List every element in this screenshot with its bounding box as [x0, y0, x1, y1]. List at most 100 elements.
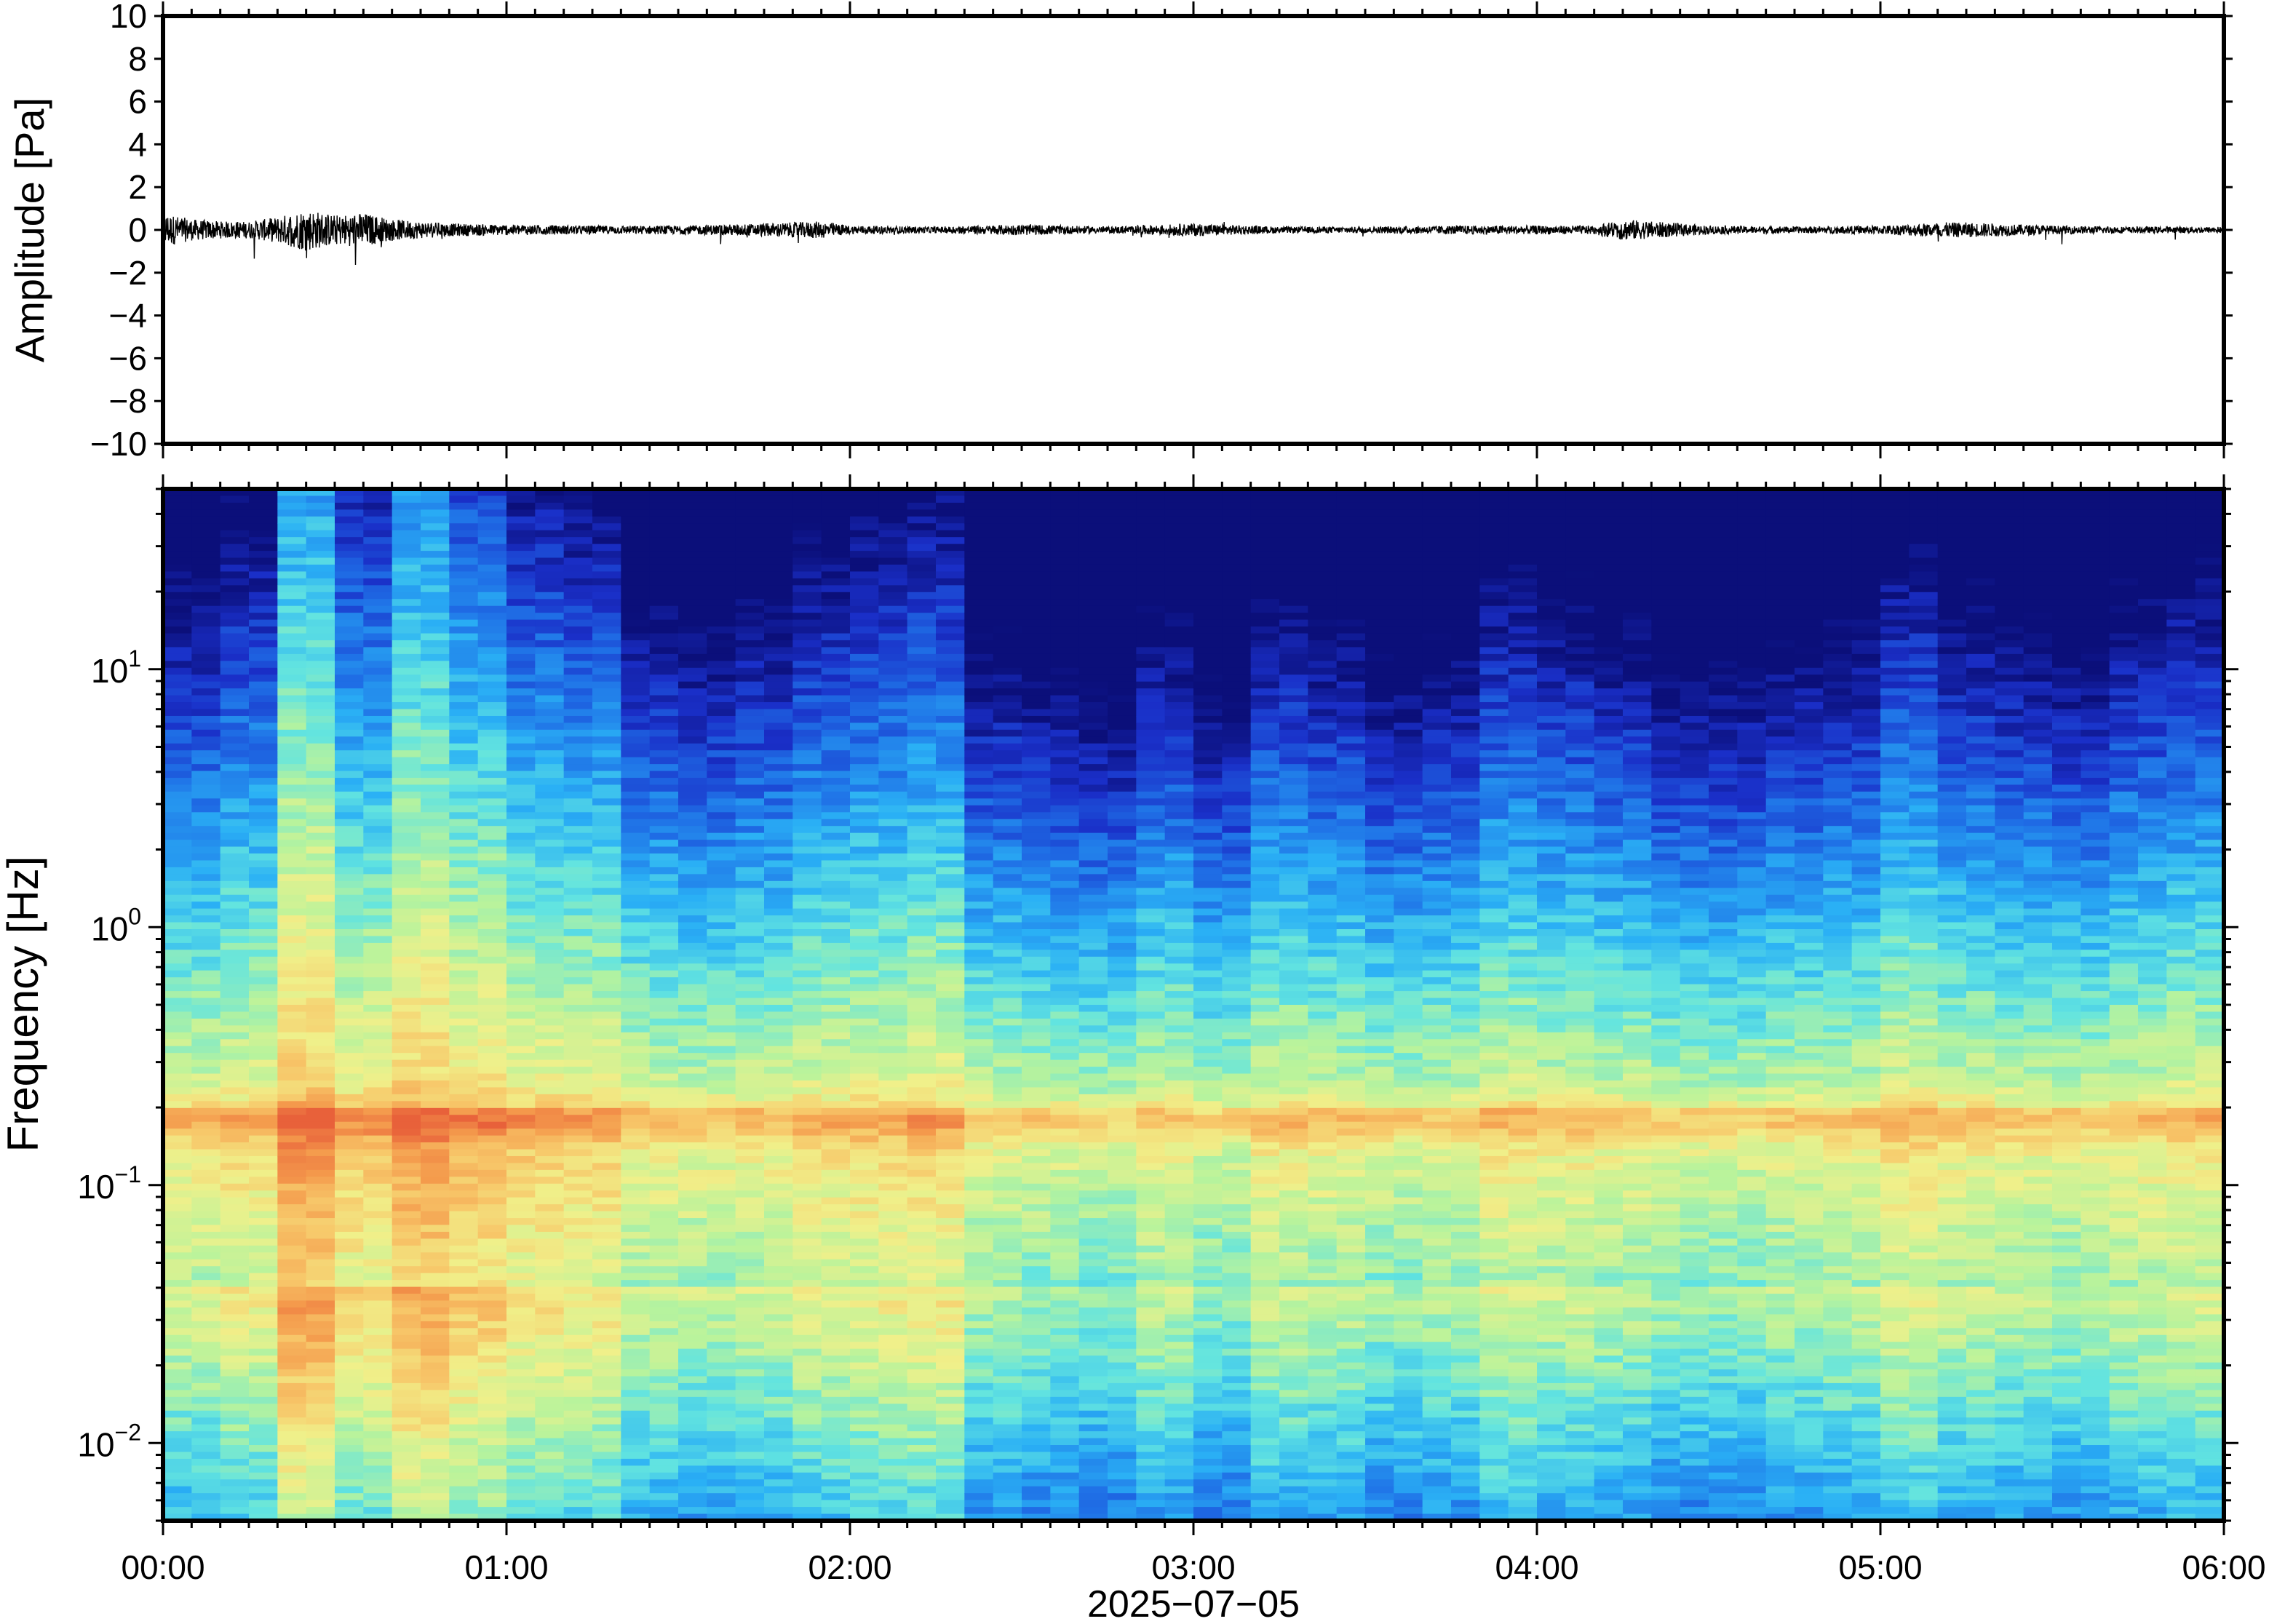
spectrogram-cell: [477, 812, 507, 820]
spectrogram-cell: [363, 613, 393, 621]
spectrogram-cell: [993, 1155, 1022, 1164]
spectrogram-cell: [678, 1294, 707, 1302]
spectrogram-cell: [707, 1356, 736, 1364]
spectrogram-cell: [477, 1479, 507, 1487]
spectrogram-cell: [964, 1094, 994, 1102]
spectrogram-cell: [563, 764, 593, 772]
spectrogram-cell: [477, 1053, 507, 1061]
spectrogram-cell: [363, 709, 393, 717]
spectrogram-cell: [535, 557, 565, 565]
spectrogram-cell: [506, 1039, 536, 1047]
spectrogram-cell: [277, 1458, 307, 1466]
spectrogram-cell: [649, 1094, 679, 1102]
spectrogram-cell: [936, 537, 965, 545]
spectrogram-cell: [477, 1445, 507, 1453]
spectrogram-cell: [535, 1280, 565, 1288]
spectrogram-cell: [363, 1286, 393, 1294]
spectrogram-cell: [277, 1231, 307, 1240]
spectrogram-cell: [821, 1018, 851, 1026]
spectrogram-cell: [621, 1197, 651, 1205]
spectrogram-cell: [277, 688, 307, 696]
spectrogram-cell: [421, 1073, 450, 1081]
spectrogram-cell: [421, 1321, 450, 1329]
spectrogram-cell: [392, 551, 421, 559]
spectrogram-cell: [163, 1321, 192, 1329]
spectrogram-cell: [735, 1493, 765, 1501]
spectrogram-cell: [335, 599, 364, 607]
spectrogram-cell: [964, 819, 994, 827]
spectrogram-cell: [592, 963, 621, 971]
spectrogram-cell: [735, 1155, 765, 1164]
spectrogram-cell: [306, 633, 335, 641]
spectrogram-cell: [220, 929, 250, 937]
spectrogram-cell: [220, 667, 250, 675]
spectrogram-cell: [363, 1177, 393, 1185]
spectrogram-cell: [850, 970, 879, 978]
spectrogram-cell: [993, 1211, 1022, 1219]
spectrogram-cell: [621, 599, 651, 607]
spectrogram-cell: [477, 1245, 507, 1253]
spectrogram-cell: [191, 592, 221, 600]
spectrogram-cell: [621, 888, 651, 896]
spectrogram-cell: [363, 1032, 393, 1040]
spectrogram-cell: [335, 661, 364, 669]
spectrogram-cell: [993, 1183, 1022, 1191]
spectrogram-cell: [421, 530, 450, 538]
spectrogram-cell: [821, 1369, 851, 1377]
spectrogram-cell: [964, 915, 994, 923]
spectrogram-cell: [306, 1149, 335, 1157]
spectrogram-cell: [764, 1493, 793, 1501]
spectrogram-cell: [1022, 880, 1051, 888]
spectrogram-cell: [993, 523, 1022, 531]
spectrogram-cell: [163, 688, 192, 696]
spectrogram-cell: [563, 544, 593, 552]
spectrogram-cell: [249, 1396, 278, 1404]
spectrogram-cell: [707, 1342, 736, 1350]
spectrogram-cell: [363, 1266, 393, 1274]
spectrogram-cell: [1050, 1307, 1080, 1315]
spectrogram-cell: [964, 605, 994, 613]
spectrogram-cell: [249, 1300, 278, 1308]
spectrogram-cell: [936, 1431, 965, 1439]
spectrogram-cell: [936, 1321, 965, 1329]
spectrogram-cell: [907, 1169, 937, 1177]
spectrogram-cell: [1022, 1225, 1051, 1233]
spectrogram-cell: [792, 715, 822, 724]
spectrogram-cell: [220, 1300, 250, 1308]
spectrogram-cell: [592, 750, 621, 758]
spectrogram-cell: [850, 1169, 879, 1177]
spectrogram-cell: [649, 640, 679, 648]
spectrogram-cell: [535, 874, 565, 882]
spectrogram-cell: [363, 826, 393, 834]
spectrogram-cell: [191, 1115, 221, 1123]
spectrogram-cell: [649, 1259, 679, 1267]
spectrogram-cell: [335, 901, 364, 909]
spectrogram-cell: [163, 681, 192, 689]
spectrogram-cell: [277, 908, 307, 916]
spectrogram-cell: [592, 551, 621, 559]
spectrogram-cell: [707, 502, 736, 510]
spectrogram-cell: [649, 599, 679, 607]
spectrogram-cell: [764, 942, 793, 950]
spectrogram-cell: [792, 1245, 822, 1253]
spectrogram-cell: [592, 764, 621, 772]
spectrogram-cell: [335, 784, 364, 792]
spectrogram-cell: [878, 1190, 908, 1198]
spectrogram-cell: [1022, 963, 1051, 971]
spectrogram-cell: [163, 743, 192, 751]
spectrogram-cell: [964, 1211, 994, 1219]
spectrogram-cell: [563, 880, 593, 888]
spectrogram-cell: [936, 880, 965, 888]
spectrogram-cell: [592, 1307, 621, 1315]
spectrogram-cell: [306, 1314, 335, 1322]
spectrogram-cell: [363, 578, 393, 586]
spectrogram-cell: [220, 723, 250, 731]
spectrogram-cell: [220, 736, 250, 744]
spectrogram-cell: [163, 551, 192, 559]
spectrogram-cell: [850, 991, 879, 999]
spectrogram-cell: [563, 757, 593, 765]
spectrogram-cell: [220, 1424, 250, 1432]
spectrogram-cell: [878, 1025, 908, 1033]
spectrogram-cell: [335, 736, 364, 744]
spectrogram-cell: [392, 791, 421, 799]
